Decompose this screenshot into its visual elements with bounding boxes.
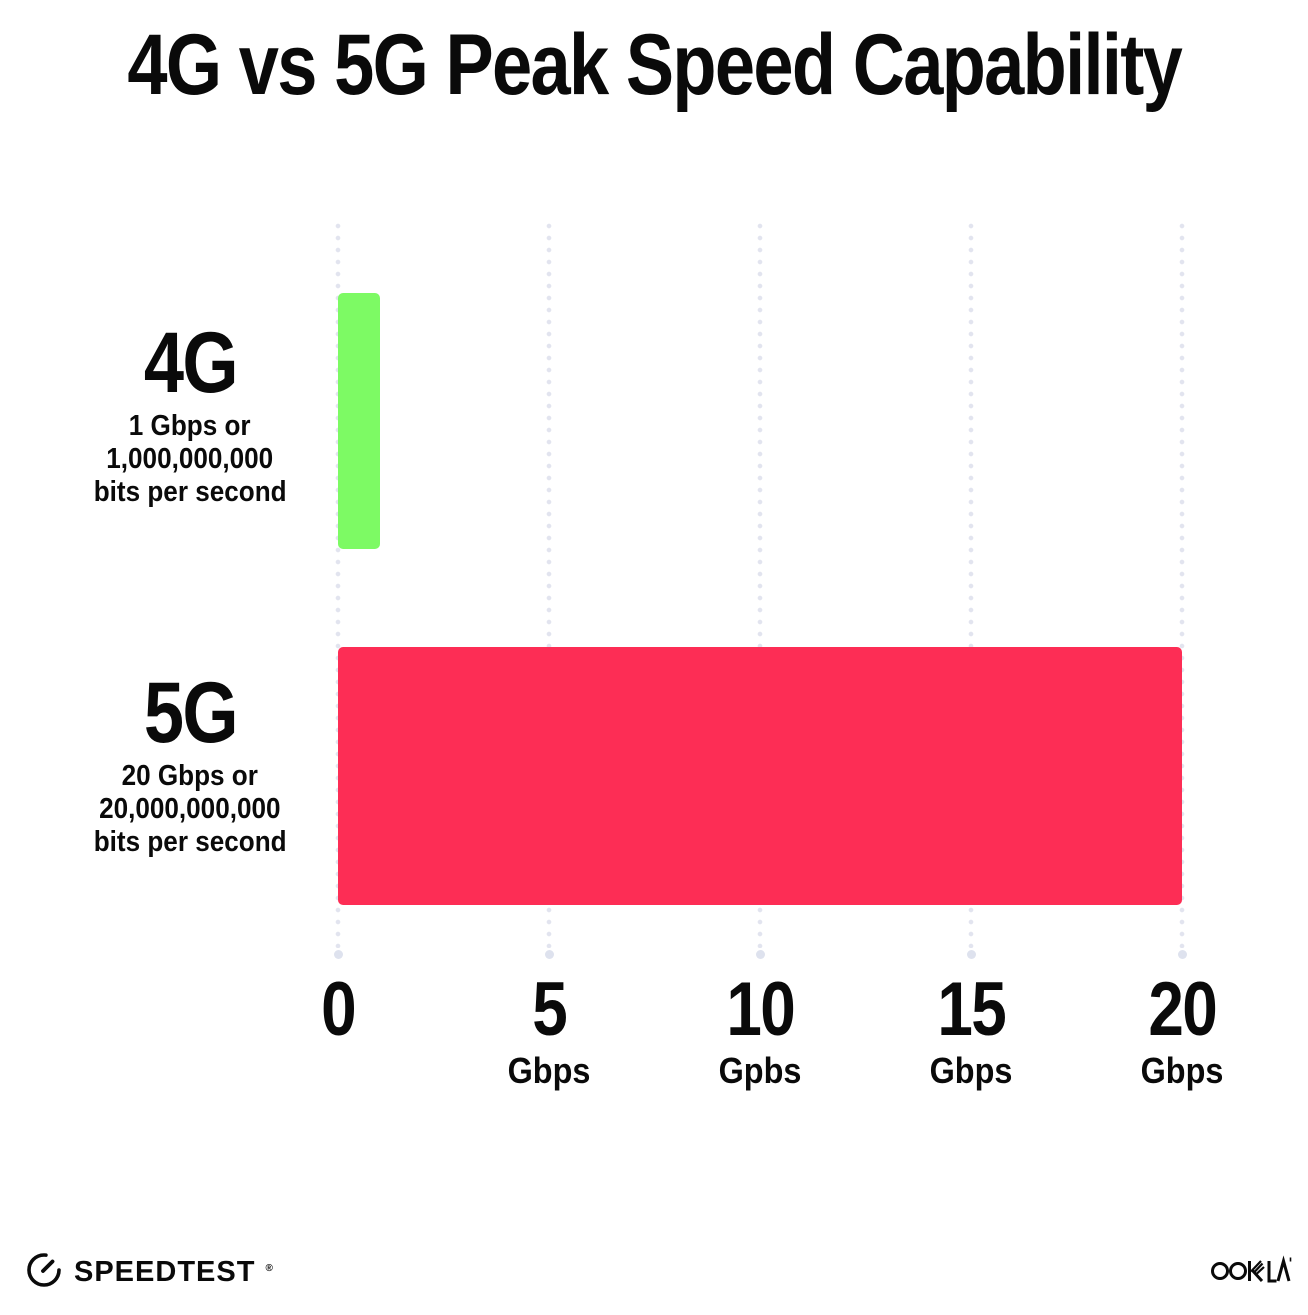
x-tick-number: 15 <box>925 972 1017 1048</box>
bar-5g <box>338 647 1182 905</box>
category-label-text: 4G <box>143 315 238 411</box>
x-tick-number-text: 20 <box>1148 967 1217 1052</box>
x-tick-unit: Gpbs <box>714 1051 806 1091</box>
x-tick-unit: Gbps <box>1136 1051 1228 1091</box>
x-tick-number-text: 15 <box>937 967 1006 1052</box>
x-axis: 0 5 Gbps 10 Gpbs 15 Gbps 20 Gbps <box>321 972 1223 1102</box>
category-sublabel-5g-1: 20,000,000,000 <box>44 793 336 826</box>
trademark-mark: ® <box>265 1263 273 1274</box>
x-tick-number-text: 0 <box>321 967 357 1052</box>
x-tick-unit-text: Gbps <box>929 1050 1013 1091</box>
category-sublabel-text: bits per second <box>93 826 287 858</box>
category-label-4g: 4G <box>44 316 336 410</box>
bar-4g <box>338 293 381 549</box>
x-tick-number-text: 10 <box>726 967 795 1052</box>
x-tick-number: 20 <box>1136 972 1228 1048</box>
speedometer-gauge-icon <box>24 1250 64 1295</box>
ookla-logo <box>1210 1254 1292 1289</box>
category-sublabel-5g-0: 20 Gbps or <box>44 760 336 793</box>
x-tick-number: 0 <box>318 972 358 1048</box>
chart-title: 4G vs 5G Peak Speed Capability <box>127 17 1182 113</box>
x-tick-0: 0 <box>318 972 358 1048</box>
x-tick-number: 10 <box>714 972 806 1048</box>
speedtest-logo: SPEEDTEST ® <box>24 1250 273 1295</box>
x-tick-unit: Gbps <box>925 1051 1017 1091</box>
x-tick-unit: Gbps <box>503 1051 595 1091</box>
category-sublabel-text: 1 Gbps or <box>129 410 251 442</box>
gridline-10 <box>757 222 763 948</box>
x-tick-15: 15 Gbps <box>925 972 1017 1091</box>
category-label-5g: 5G <box>44 666 336 760</box>
category-sublabel-text: bits per second <box>93 476 287 508</box>
x-tick-unit-text: Gbps <box>507 1050 591 1091</box>
x-tick-unit-text: Gpbs <box>718 1050 802 1091</box>
plot-area <box>335 222 1185 948</box>
category-sublabel-5g-2: bits per second <box>44 826 336 859</box>
gridline-20 <box>1179 222 1185 948</box>
speedtest-wordmark: SPEEDTEST <box>74 1256 256 1288</box>
row-label-4g: 4G 1 Gbps or 1,000,000,000 bits per second <box>44 316 336 509</box>
gridline-5 <box>546 222 552 948</box>
category-sublabel-4g-2: bits per second <box>44 476 336 509</box>
row-label-5g: 5G 20 Gbps or 20,000,000,000 bits per secon… <box>44 666 336 859</box>
category-sublabel-4g-1: 1,000,000,000 <box>44 443 336 476</box>
gridline-15 <box>968 222 974 948</box>
x-tick-5: 5 Gbps <box>503 972 595 1091</box>
category-sublabel-text: 20 Gbps or <box>121 760 259 792</box>
category-label-text: 5G <box>143 665 238 761</box>
x-tick-20: 20 Gbps <box>1136 972 1228 1091</box>
gridline-0 <box>335 222 341 948</box>
category-sublabel-text: 1,000,000,000 <box>106 443 274 475</box>
x-tick-unit-text: Gbps <box>1140 1050 1224 1091</box>
x-tick-number-text: 5 <box>532 967 568 1052</box>
x-tick-number: 5 <box>503 972 595 1048</box>
x-tick-10: 10 Gpbs <box>714 972 806 1091</box>
category-sublabel-4g-0: 1 Gbps or <box>44 410 336 443</box>
category-sublabel-text: 20,000,000,000 <box>99 793 281 825</box>
